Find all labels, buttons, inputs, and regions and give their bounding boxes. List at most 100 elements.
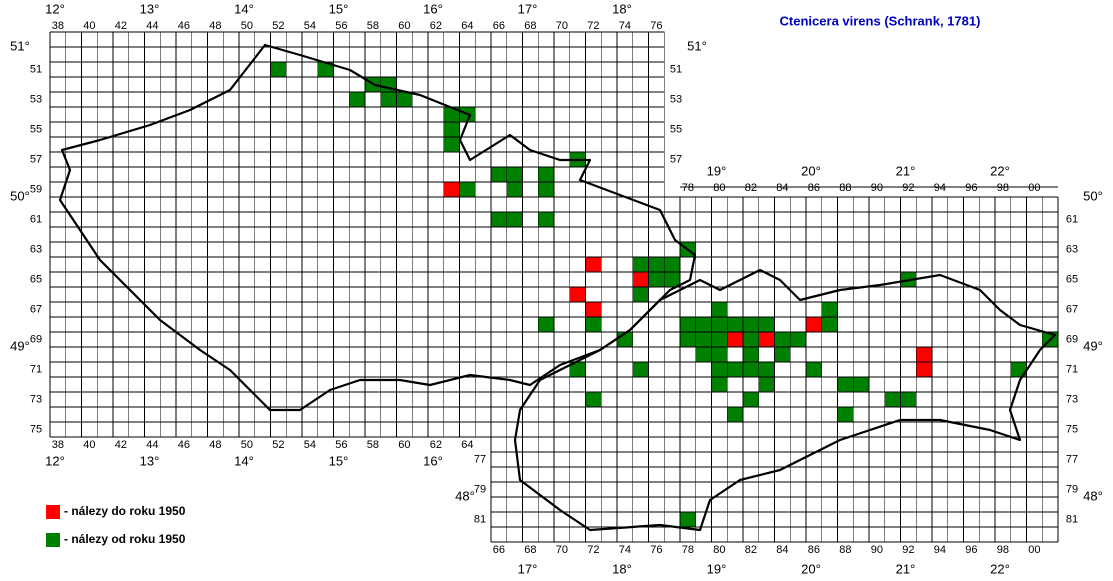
column-label: 78 <box>682 182 694 194</box>
column-label: 76 <box>650 20 662 32</box>
row-label: 79 <box>474 483 486 495</box>
column-label: 42 <box>115 439 127 451</box>
record-square <box>884 392 901 407</box>
row-label: 77 <box>1066 453 1078 465</box>
column-label: 62 <box>430 439 442 451</box>
row-label: 67 <box>30 303 42 315</box>
column-label: 00 <box>1028 182 1040 194</box>
record-square <box>790 332 806 347</box>
column-label: 52 <box>272 20 284 32</box>
row-label: 63 <box>30 243 42 255</box>
longitude-label: 20° <box>801 163 821 178</box>
record-square <box>632 257 649 272</box>
record-square <box>538 317 554 332</box>
map-title: Ctenicera virens (Schrank, 1781) <box>780 13 981 28</box>
column-label: 48 <box>209 439 221 451</box>
longitude-label: 21° <box>896 163 916 178</box>
record-square <box>727 407 743 422</box>
record-square <box>1010 362 1027 377</box>
row-label: 81 <box>474 513 486 525</box>
column-label: 72 <box>587 20 599 32</box>
row-label: 51 <box>30 63 42 75</box>
column-label: 38 <box>52 20 64 32</box>
record-square <box>648 257 665 272</box>
record-square <box>664 257 680 272</box>
column-label: 94 <box>934 182 946 194</box>
column-label: 64 <box>461 439 473 451</box>
record-square <box>837 407 854 422</box>
record-square <box>648 272 665 287</box>
row-label: 55 <box>30 123 42 135</box>
record-square <box>727 332 743 347</box>
longitude-label: 17° <box>518 561 538 576</box>
column-label: 74 <box>619 20 631 32</box>
record-square <box>743 362 759 377</box>
column-label: 58 <box>367 20 379 32</box>
record-square <box>349 92 365 107</box>
column-label: 70 <box>556 20 568 32</box>
grid <box>49 31 1059 543</box>
column-label: 88 <box>839 182 851 194</box>
column-label: 96 <box>965 544 977 556</box>
column-label: 66 <box>493 544 505 556</box>
latitude-label: 48° <box>1083 488 1103 503</box>
row-label: 75 <box>30 423 42 435</box>
latitude-label: 51° <box>687 38 707 53</box>
record-square <box>506 212 523 227</box>
record-square <box>459 182 476 197</box>
latitude-label: 48° <box>455 488 475 503</box>
record-square <box>443 137 460 152</box>
column-label: 86 <box>808 182 820 194</box>
record-square <box>585 257 602 272</box>
record-square <box>585 302 602 317</box>
record-square <box>632 362 649 377</box>
record-square <box>774 332 791 347</box>
record-square <box>711 332 728 347</box>
record-square <box>680 332 696 347</box>
row-label: 61 <box>1066 213 1078 225</box>
row-label: 55 <box>670 123 682 135</box>
row-label: 75 <box>1066 423 1078 435</box>
column-label: 78 <box>682 544 694 556</box>
column-label: 96 <box>965 182 977 194</box>
latitude-label: 50° <box>10 188 30 203</box>
record-square <box>758 377 775 392</box>
record-square <box>853 377 869 392</box>
column-label: 88 <box>839 544 851 556</box>
record-square <box>774 347 791 362</box>
longitude-label: 16° <box>423 1 443 16</box>
record-square <box>821 317 838 332</box>
longitude-label: 21° <box>896 561 916 576</box>
column-label: 58 <box>367 439 379 451</box>
longitude-label: 22° <box>990 163 1010 178</box>
column-label: 90 <box>871 182 883 194</box>
record-square <box>380 92 397 107</box>
column-label: 98 <box>997 544 1009 556</box>
column-label: 40 <box>83 20 95 32</box>
row-label: 51 <box>670 63 682 75</box>
record-square <box>711 302 728 317</box>
record-square <box>569 362 586 377</box>
row-label: 73 <box>1066 393 1078 405</box>
row-label: 53 <box>30 93 42 105</box>
record-square <box>569 287 586 302</box>
record-square <box>443 122 460 137</box>
row-label: 61 <box>30 213 42 225</box>
record-square <box>743 332 759 347</box>
longitude-label: 17° <box>518 1 538 16</box>
column-label: 84 <box>776 544 788 556</box>
column-label: 66 <box>493 20 505 32</box>
column-label: 92 <box>902 182 914 194</box>
longitude-label: 14° <box>234 1 254 16</box>
cz-border <box>58 43 697 412</box>
record-square <box>695 347 712 362</box>
column-label: 46 <box>178 20 190 32</box>
legend-swatch <box>46 505 60 519</box>
record-square <box>711 347 728 362</box>
column-label: 40 <box>83 439 95 451</box>
column-label: 84 <box>776 182 788 194</box>
column-label: 72 <box>587 544 599 556</box>
sk-border <box>513 268 1057 532</box>
row-label: 69 <box>1066 333 1078 345</box>
